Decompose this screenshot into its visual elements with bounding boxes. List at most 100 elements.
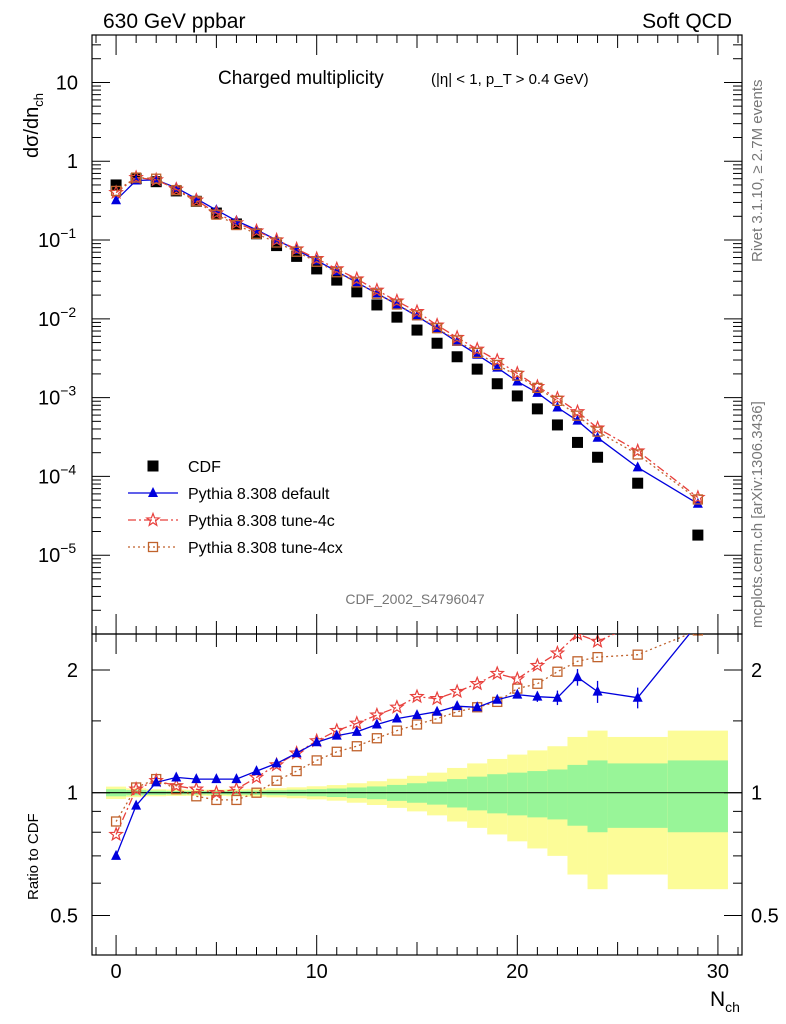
data-point (489, 352, 506, 368)
ratio-series-line (115, 634, 691, 822)
ratio-data-point (228, 780, 245, 796)
legend-marker (145, 511, 161, 527)
ratio-data-point (208, 784, 225, 800)
ratio-data-point (251, 787, 262, 798)
ratio-data-point (532, 690, 543, 701)
legend-label-default: Pythia 8.308 default (188, 486, 330, 503)
header-left: 630 GeV ppbar (103, 10, 245, 33)
x-axis-label: Nch (710, 988, 740, 1015)
legend-marker (147, 460, 159, 472)
data-point (632, 477, 644, 489)
legend: CDF Pythia 8.308 default Pythia 8.308 tu… (128, 459, 343, 557)
data-point (589, 419, 606, 435)
data-point (351, 277, 362, 288)
ratio-data-point (331, 746, 342, 757)
ratio-y-tick-label-right: 0.5 (751, 905, 779, 927)
ratio-data-point (549, 644, 566, 660)
band-inner-bin (467, 776, 488, 811)
ratio-data-point (291, 747, 302, 758)
series-line (115, 176, 699, 501)
data-point (569, 403, 586, 419)
ratio-data-point (268, 756, 285, 772)
y-axis-label: dσ/dnch (21, 93, 46, 158)
y-tick-label: 10−4 (38, 461, 76, 488)
ratio-data-point (552, 666, 563, 677)
data-point (391, 299, 403, 310)
data-point (572, 410, 583, 421)
ratio-data-point (351, 725, 362, 736)
ratio-data-point (371, 718, 382, 729)
header-right: Soft QCD (642, 10, 732, 33)
data-point (592, 426, 603, 437)
data-point (191, 192, 202, 203)
data-point (492, 359, 503, 371)
ratio-data-point (512, 688, 523, 699)
data-point (271, 240, 283, 252)
series-line (115, 176, 699, 499)
series-tune-4cx (110, 172, 704, 505)
legend-marker (148, 487, 158, 497)
ratio-y-tick-label: 2 (67, 660, 78, 682)
ratio-data-point (509, 670, 526, 686)
data-point (171, 181, 182, 192)
data-point (551, 419, 563, 431)
data-point (632, 461, 643, 472)
band-inner-bin (527, 771, 548, 818)
ratio-data-point (371, 733, 383, 744)
ratio-data-point (231, 773, 242, 784)
ratio-data-point (632, 649, 643, 660)
x-tick-label: 10 (306, 961, 328, 983)
ratio-data-point (469, 675, 486, 691)
x-tick-label: 30 (707, 961, 729, 983)
data-point (291, 246, 302, 257)
band-inner-bin (547, 769, 568, 820)
ratio-data-point (592, 651, 603, 663)
data-point (409, 303, 425, 319)
legend-entry-tune-4c: Pythia 8.308 tune-4c (128, 511, 335, 530)
data-point (311, 256, 322, 267)
band-inner-bin (487, 774, 508, 814)
data-point (531, 403, 543, 415)
ratio-data-point (151, 776, 162, 787)
ratio-data-point (171, 784, 182, 795)
band-inner-bin (567, 764, 588, 826)
legend-entry-cdf: CDF (147, 459, 221, 476)
data-point (371, 288, 383, 299)
ratio-series-tune-4c (108, 592, 704, 842)
ratio-data-point (693, 617, 703, 627)
legend-label-cdf: CDF (188, 459, 221, 476)
ratio-data-point (452, 700, 463, 711)
data-point (191, 196, 202, 207)
data-point (369, 282, 385, 297)
data-point (171, 184, 182, 196)
data-point (411, 310, 423, 321)
data-point (472, 347, 483, 358)
ratio-data-point (128, 780, 144, 796)
data-point (532, 382, 543, 394)
main-panel-content (108, 169, 706, 541)
plot-title-cuts: (|η| < 1, p_T > 0.4 GeV) (431, 71, 589, 88)
ratio-data-point (331, 729, 342, 740)
ratio-data-point (171, 771, 182, 782)
rivet-version-label: Rivet 3.1.10, ≥ 2.7M events (749, 80, 766, 263)
ratio-data-point (432, 705, 443, 716)
ratio-data-point (489, 665, 506, 681)
data-point (151, 173, 162, 184)
series-line (115, 179, 699, 505)
ratio-data-point (429, 690, 445, 706)
ratio-data-point (411, 719, 423, 730)
ratio-data-point (311, 755, 322, 766)
ratio-y-axis-label: Ratio to CDF (25, 813, 42, 900)
ratio-data-point (492, 693, 503, 704)
y-tick-label: 10 (56, 72, 78, 94)
data-point (692, 497, 703, 508)
data-point (629, 442, 646, 458)
ratio-data-point (692, 592, 704, 604)
x-tick-label: 20 (506, 961, 528, 983)
y-tick-label: 1 (67, 151, 78, 173)
plot-title: Charged multiplicity (218, 68, 384, 89)
data-point (451, 335, 463, 346)
data-point (471, 363, 483, 375)
ratio-data-point (311, 736, 322, 747)
ratio-data-point (131, 799, 142, 810)
